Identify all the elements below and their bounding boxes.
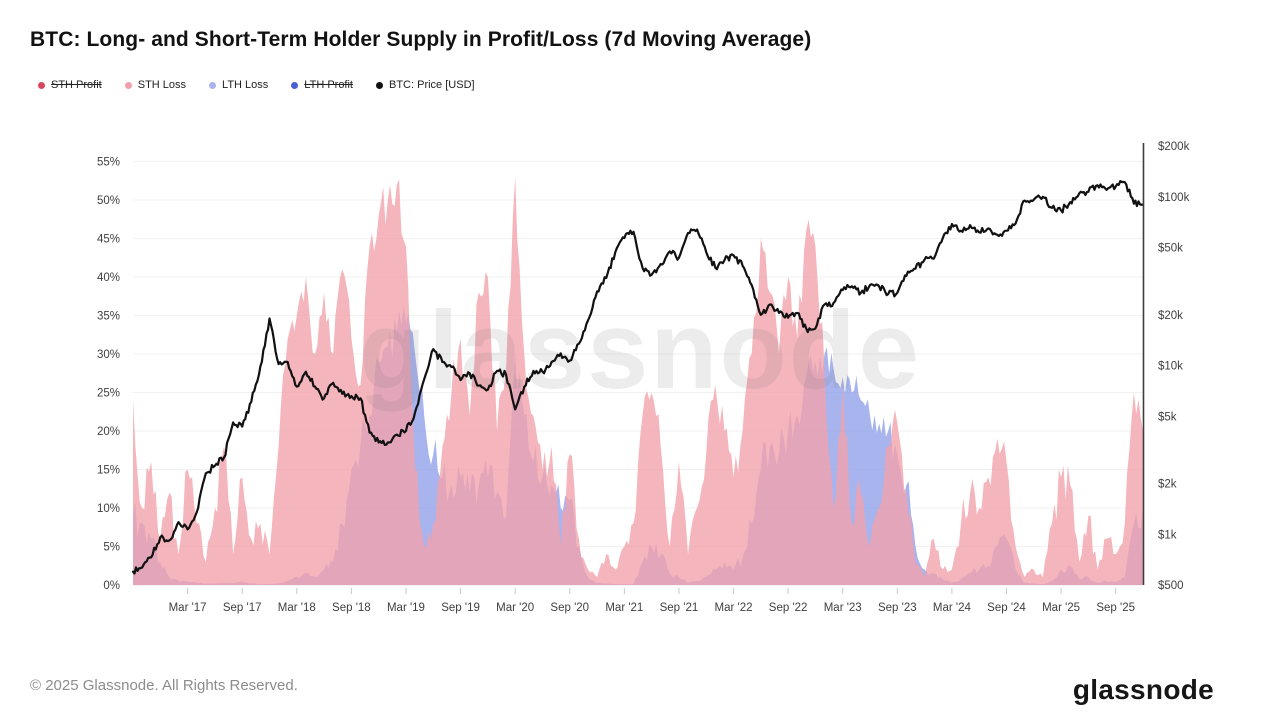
svg-text:Sep '25: Sep '25 <box>1096 602 1135 614</box>
glassnode-watermark: glassnode <box>359 289 921 412</box>
legend-item-btc-price[interactable]: BTC: Price [USD] <box>376 79 475 91</box>
supply-profit-loss-chart[interactable]: glassnode 0% 5% 10% 15% 20% 25% 30% 35% 40% 45% 50%… <box>0 0 1280 650</box>
chart-container: glassnode 0% 5% 10% 15% 20% 25% 30% 35% 40% 45% 50%… <box>0 0 1280 650</box>
btc-price-dot-icon <box>376 81 383 89</box>
legend-item-sth-profit[interactable]: STH Profit <box>38 79 102 91</box>
svg-text:$5k: $5k <box>1158 411 1177 423</box>
svg-text:Sep '17: Sep '17 <box>223 602 262 614</box>
svg-text:35%: 35% <box>97 311 120 323</box>
svg-text:Mar '21: Mar '21 <box>605 602 643 614</box>
svg-text:$200k: $200k <box>1158 141 1190 153</box>
svg-text:30%: 30% <box>97 349 120 361</box>
svg-text:40%: 40% <box>97 272 120 284</box>
svg-text:50%: 50% <box>97 195 120 207</box>
legend-item-lth-profit[interactable]: LTH Profit <box>291 79 353 91</box>
svg-text:Mar '17: Mar '17 <box>169 602 207 614</box>
svg-text:$1k: $1k <box>1158 529 1177 541</box>
svg-text:Mar '23: Mar '23 <box>824 602 862 614</box>
lth-loss-dot-icon <box>209 81 217 89</box>
percent-axis-labels: 0% 5% 10% 15% 20% 25% 30% 35% 40% 45% 50% 55% <box>97 157 120 593</box>
chart-legend: STH Profit STH Loss LTH Loss LTH Profit … <box>38 79 475 91</box>
svg-text:Sep '21: Sep '21 <box>660 602 699 614</box>
svg-text:20%: 20% <box>97 426 120 438</box>
svg-text:0%: 0% <box>103 580 120 592</box>
svg-text:5%: 5% <box>103 542 120 554</box>
svg-text:$500: $500 <box>1158 580 1184 592</box>
svg-text:Mar '25: Mar '25 <box>1042 602 1080 614</box>
svg-text:Mar '22: Mar '22 <box>715 602 753 614</box>
svg-text:55%: 55% <box>97 157 120 169</box>
svg-text:10%: 10% <box>97 503 120 515</box>
sth-loss-area <box>133 176 1143 585</box>
svg-text:25%: 25% <box>97 388 120 400</box>
sth-profit-dot-icon <box>38 81 45 89</box>
svg-text:Sep '23: Sep '23 <box>878 602 917 614</box>
svg-text:Sep '18: Sep '18 <box>332 602 371 614</box>
svg-text:Mar '19: Mar '19 <box>387 602 425 614</box>
price-axis-labels: $200k $100k $50k $20k $10k $5k $2k $1k $500 <box>1158 141 1190 592</box>
svg-text:Sep '19: Sep '19 <box>441 602 480 614</box>
page-title: BTC: Long- and Short-Term Holder Supply … <box>30 28 812 51</box>
svg-text:$20k: $20k <box>1158 310 1183 322</box>
svg-text:$2k: $2k <box>1158 479 1177 491</box>
svg-text:$100k: $100k <box>1158 192 1190 204</box>
svg-text:45%: 45% <box>97 234 120 246</box>
sth-loss-dot-icon <box>124 81 132 89</box>
svg-text:Sep '24: Sep '24 <box>987 602 1026 614</box>
svg-text:Sep '22: Sep '22 <box>769 602 808 614</box>
x-axis-labels: Mar '17 Sep '17 Mar '18 Sep '18 Mar '19 Sep '… <box>169 588 1135 614</box>
btc-price-line <box>131 180 1145 575</box>
glassnode-logo[interactable]: glassnode <box>1072 674 1214 705</box>
svg-text:15%: 15% <box>97 465 120 477</box>
svg-text:Mar '18: Mar '18 <box>278 602 316 614</box>
lth-profit-dot-icon <box>291 81 299 89</box>
svg-text:$10k: $10k <box>1158 361 1183 373</box>
copyright-text: © 2025 Glassnode. All Rights Reserved. <box>30 677 298 694</box>
svg-text:Mar '24: Mar '24 <box>933 602 972 614</box>
svg-text:Mar '20: Mar '20 <box>496 602 534 614</box>
svg-text:Sep '20: Sep '20 <box>550 602 589 614</box>
legend-item-lth-loss[interactable]: LTH Loss <box>209 79 268 91</box>
svg-text:$50k: $50k <box>1158 243 1183 255</box>
legend-item-sth-loss[interactable]: STH Loss <box>124 79 186 91</box>
